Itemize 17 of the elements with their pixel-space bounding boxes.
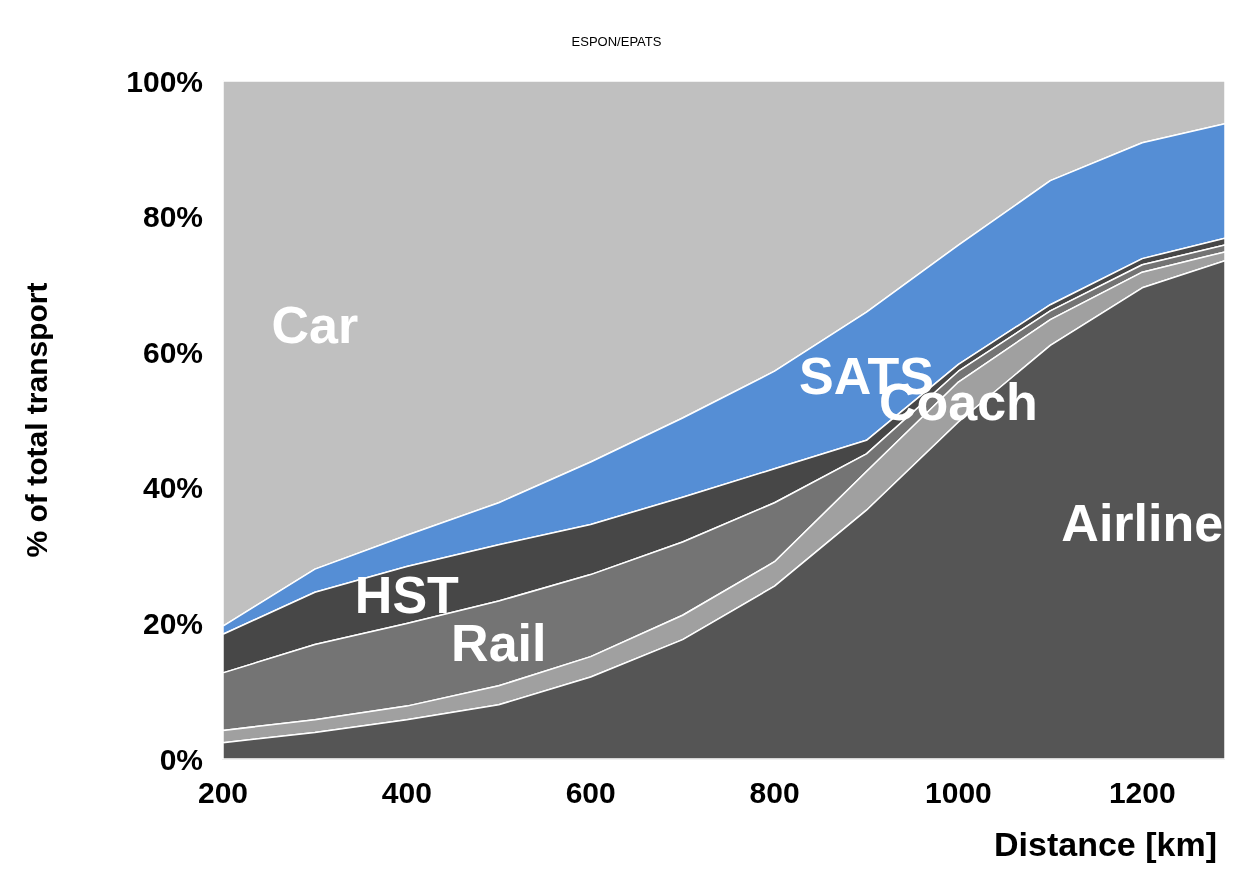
x-tick-label: 1200 (1108, 775, 1176, 809)
x-tick-label: 600 (565, 775, 616, 809)
series-label: Airline (1061, 494, 1224, 553)
y-tick-label: 80% (142, 200, 203, 234)
y-tick-label: 40% (142, 471, 203, 505)
y-tick-label: 0% (159, 742, 203, 776)
x-tick-label: 1000 (925, 775, 992, 809)
x-tick-label: 200 (197, 775, 249, 809)
y-axis-title: % of total transport (19, 282, 53, 558)
y-tick-label: 20% (142, 606, 203, 640)
series-label: Car (271, 296, 359, 355)
y-tick-label: 100% (126, 64, 203, 98)
x-tick-label: 400 (381, 775, 432, 809)
y-tick-label: 60% (142, 335, 203, 369)
chart-title: ESPON/EPATS (571, 34, 662, 49)
x-tick-label: 800 (749, 775, 800, 809)
x-axis-title: Distance [km] (994, 825, 1217, 863)
